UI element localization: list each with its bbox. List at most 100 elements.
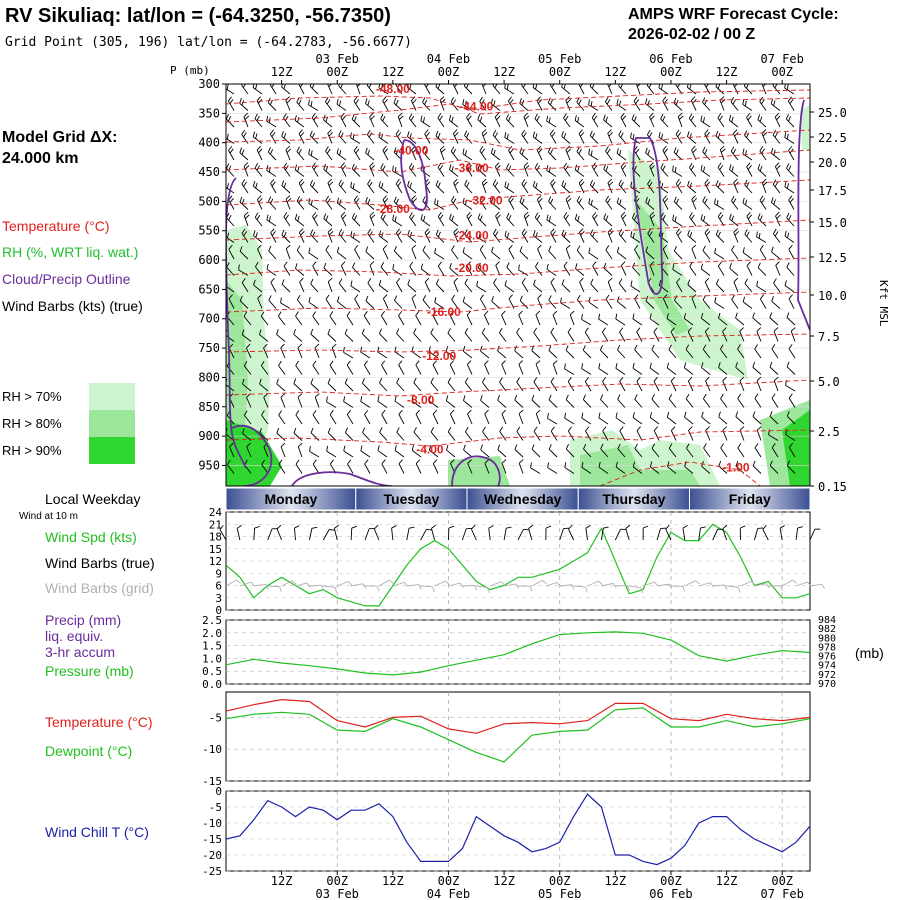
- wind-barb: [447, 426, 456, 441]
- bottom-hour-label: 12Z: [604, 874, 626, 888]
- pressure-tick-label: 500: [198, 194, 220, 208]
- wind-barb: [582, 394, 592, 408]
- wind-barb: [563, 261, 571, 276]
- wind-barb: [324, 96, 333, 111]
- wind-barb: [308, 198, 319, 210]
- wind-barb: [344, 378, 354, 392]
- wind-barb: [759, 146, 767, 161]
- cycle-value: 2026-02-02 / 00 Z: [628, 26, 755, 43]
- wind-barb: [548, 444, 558, 458]
- wind-barb-true: [294, 525, 300, 541]
- wind-barb: [616, 197, 627, 210]
- wind-barb: [715, 278, 725, 293]
- wind-barb: [775, 261, 781, 276]
- wind-barb: [728, 114, 739, 128]
- cross-section-frame: [225, 83, 811, 487]
- wind-barb: [504, 230, 515, 243]
- wind-barb: [467, 459, 473, 474]
- wind-barb: [702, 97, 711, 111]
- wind-barb: [769, 361, 779, 375]
- wind-barb: [464, 229, 473, 243]
- wind-barb: [312, 459, 320, 474]
- wind-barb: [420, 115, 431, 128]
- wind-barb: [285, 145, 292, 161]
- wind-barb: [336, 246, 347, 260]
- wind-barb: [413, 328, 422, 342]
- wind-barb: [343, 346, 354, 359]
- wind-barb: [281, 229, 291, 243]
- temperature-contour-label: -4.00: [416, 443, 444, 457]
- wind-barb: [243, 211, 250, 227]
- wind-barb-grid: [629, 585, 643, 594]
- weekday-label: Thursday: [602, 491, 665, 507]
- wind-barb: [784, 280, 795, 293]
- wind-barb: [257, 244, 263, 260]
- wind-barb: [453, 228, 460, 243]
- wind-tick-label: 24: [209, 506, 223, 519]
- wind-barb: [549, 84, 557, 95]
- wind-barb: [645, 295, 655, 309]
- wind-barb: [754, 443, 762, 458]
- wind-barb: [737, 443, 745, 458]
- wind-barb: [263, 393, 269, 408]
- wind-barb: [323, 262, 333, 276]
- wind-chill-frame: [225, 790, 811, 872]
- wind-barb: [380, 113, 389, 128]
- wind-barb-true: [503, 526, 512, 541]
- wind-barb: [228, 244, 235, 260]
- wind-barb: [464, 179, 473, 194]
- pressure-tick-label: 978: [818, 642, 836, 653]
- wind-barb: [281, 279, 291, 293]
- temperature-contour-label: -8.00: [407, 393, 435, 407]
- temperature-contour: [226, 379, 810, 397]
- wind-barb: [702, 196, 711, 210]
- pressure-tick-label: 972: [818, 670, 836, 681]
- wind-barb: [548, 245, 557, 260]
- wind-barb: [704, 277, 711, 293]
- temperature-contour-label: -48.00: [376, 82, 410, 96]
- wind-barb: [616, 246, 627, 260]
- wind-barb: [508, 195, 515, 210]
- wind-barb: [363, 360, 371, 375]
- pressure-tick-label: 350: [198, 106, 220, 120]
- wind-barb: [518, 360, 524, 375]
- bottom-date-label: 05 Feb: [538, 887, 581, 900]
- wind-barb: [533, 327, 541, 342]
- wind-barb: [670, 376, 677, 392]
- wind-barb: [406, 84, 417, 95]
- wind-barb: [283, 113, 291, 128]
- temperature-contour-label: -24.00: [455, 229, 489, 243]
- wind-barb: [578, 228, 585, 243]
- weekday-label: Wednesday: [484, 491, 562, 507]
- wind-barb: [519, 295, 529, 309]
- wind-barb: [787, 96, 795, 111]
- wind-barb: [649, 362, 660, 375]
- wind-barb: [735, 312, 745, 326]
- wind-barb: [589, 84, 599, 95]
- wind-barb: [479, 294, 487, 309]
- wind-barb: [715, 229, 725, 243]
- wind-barb: [605, 294, 613, 309]
- height-tick-label: 17.5: [818, 184, 847, 198]
- wind-barb: [607, 84, 613, 95]
- rh90-label: RH > 90%: [2, 443, 62, 458]
- wind-barb: [432, 360, 439, 375]
- wind-barb: [617, 344, 626, 359]
- wind-barb: [295, 459, 303, 474]
- wind-barb: [735, 411, 745, 425]
- wind-barb: [673, 245, 683, 260]
- wind-barb: [398, 310, 405, 326]
- wind-barb: [660, 113, 669, 128]
- wind-barb: [424, 129, 431, 144]
- wind-barb: [771, 393, 779, 408]
- wind-barb: [253, 230, 263, 243]
- top-date-label: 03 Feb: [316, 52, 359, 66]
- wind-barb: [547, 462, 558, 474]
- wind-barb: [314, 343, 320, 359]
- wind-barb: [773, 376, 779, 392]
- wind-barb-grid: [462, 584, 478, 591]
- wind-barb: [704, 129, 711, 144]
- wind-barb: [548, 295, 557, 309]
- wind-barb: [564, 363, 575, 375]
